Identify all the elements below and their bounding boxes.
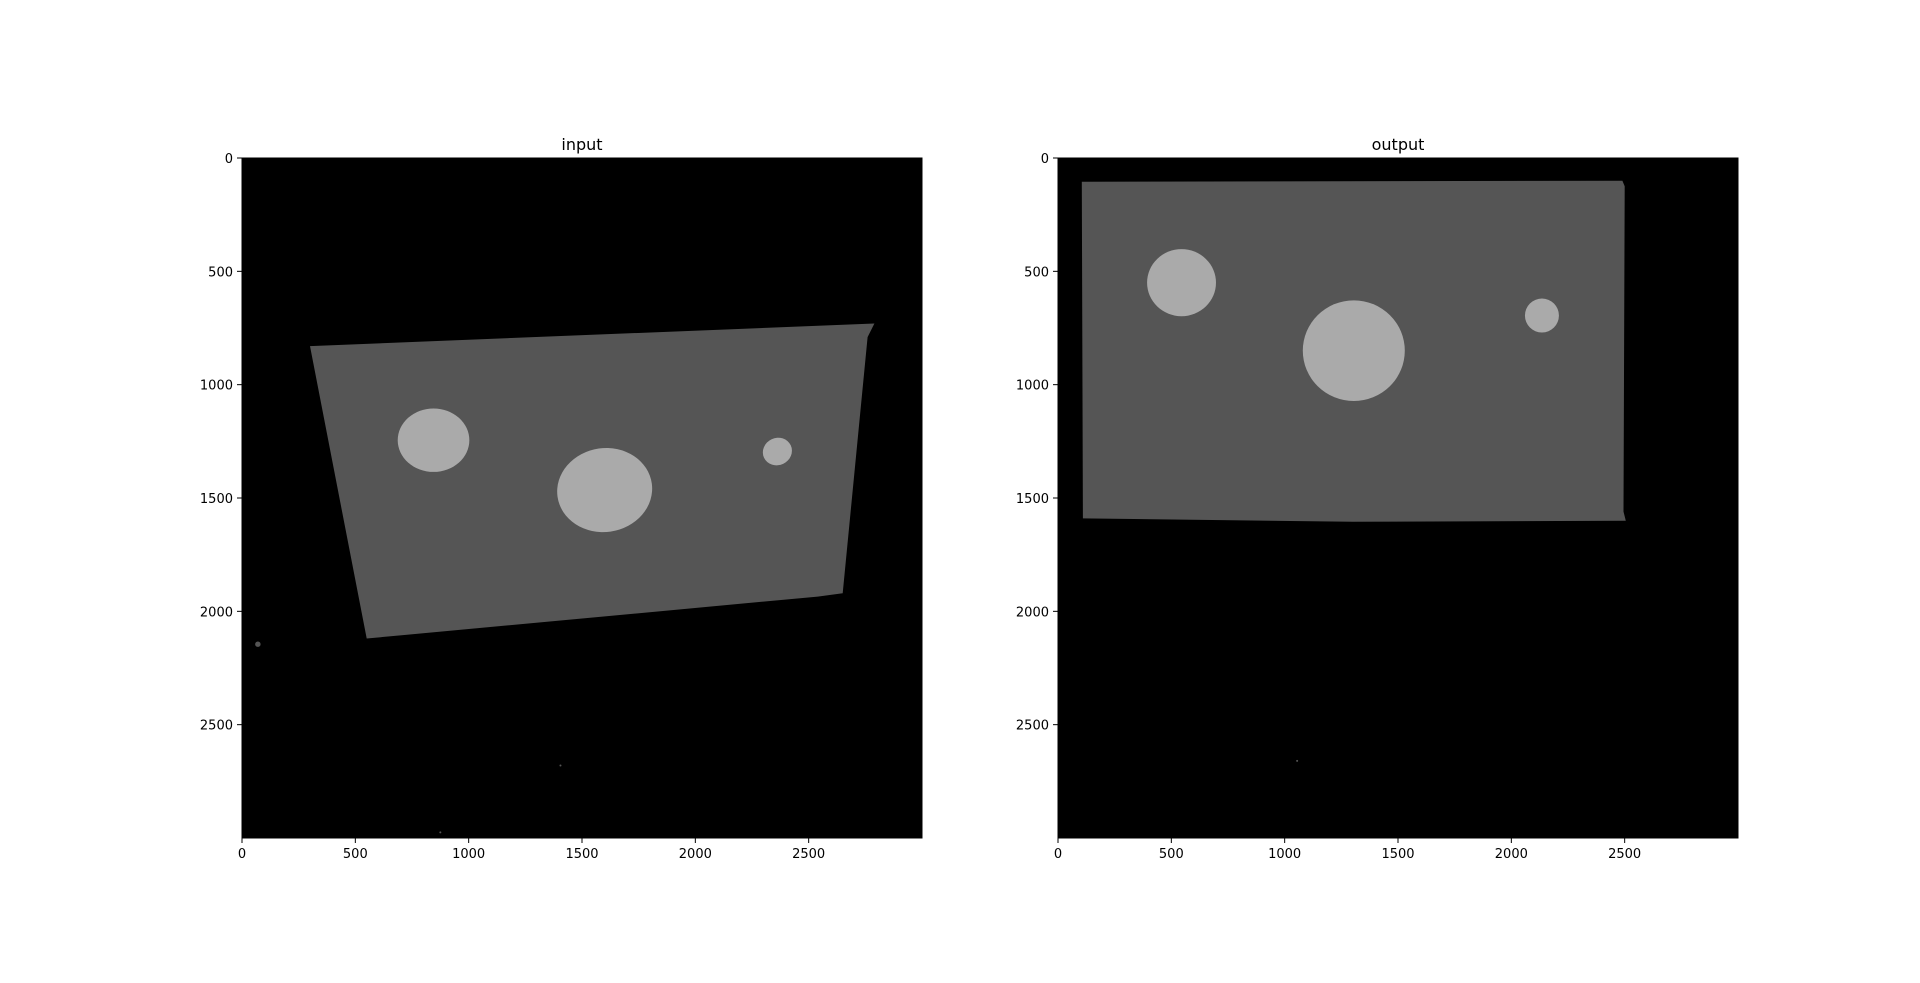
hole-ellipse — [762, 437, 792, 466]
output-panel: output 0 500 1000 1500 2000 2500 0 500 1000 1500… — [1016, 135, 1739, 862]
x-tick-label: 1000 — [452, 847, 485, 862]
y-tick-label: 500 — [208, 265, 233, 280]
x-tick-label: 2000 — [1495, 847, 1528, 862]
x-tick-label: 1500 — [1381, 847, 1414, 862]
y-tick-label: 0 — [1041, 152, 1049, 167]
y-tick-label: 500 — [1024, 265, 1049, 280]
y-axis: 0 500 1000 1500 2000 2500 — [1016, 152, 1058, 734]
x-tick-label: 1000 — [1268, 847, 1301, 862]
image-content — [1081, 180, 1626, 762]
y-tick-label: 2000 — [1016, 605, 1049, 620]
speck — [255, 641, 261, 647]
speck — [559, 764, 562, 767]
x-tick-label: 500 — [1159, 847, 1184, 862]
x-tick-label: 0 — [238, 847, 246, 862]
hole-ellipse — [1302, 300, 1405, 401]
input-panel: input 0 500 1000 1500 2000 2500 0 500 1000 1500 2… — [200, 135, 923, 862]
hole-ellipse — [397, 408, 470, 472]
speck — [1296, 759, 1299, 762]
x-tick-label: 2500 — [1608, 847, 1641, 862]
hole-ellipse — [557, 448, 653, 533]
speck — [439, 831, 442, 834]
hole-ellipse — [1147, 249, 1216, 317]
x-tick-label: 500 — [343, 847, 368, 862]
y-tick-label: 1000 — [200, 379, 233, 394]
y-tick-label: 2500 — [1016, 719, 1049, 734]
x-axis: 0 500 1000 1500 2000 2500 — [238, 838, 825, 862]
y-axis: 0 500 1000 1500 2000 2500 — [200, 152, 242, 734]
x-tick-label: 1500 — [565, 847, 598, 862]
y-tick-label: 1500 — [1016, 492, 1049, 507]
x-tick-label: 0 — [1054, 847, 1062, 862]
x-axis: 0 500 1000 1500 2000 2500 — [1054, 838, 1641, 862]
panel-title: output — [1372, 135, 1425, 154]
y-tick-label: 0 — [225, 152, 233, 167]
x-tick-label: 2500 — [792, 847, 825, 862]
y-tick-label: 1000 — [1016, 379, 1049, 394]
panel-title: input — [561, 135, 602, 154]
image-content — [255, 323, 875, 834]
hole-ellipse — [1524, 298, 1559, 333]
y-tick-label: 2000 — [200, 605, 233, 620]
x-tick-label: 2000 — [679, 847, 712, 862]
y-tick-label: 2500 — [200, 719, 233, 734]
y-tick-label: 1500 — [200, 492, 233, 507]
